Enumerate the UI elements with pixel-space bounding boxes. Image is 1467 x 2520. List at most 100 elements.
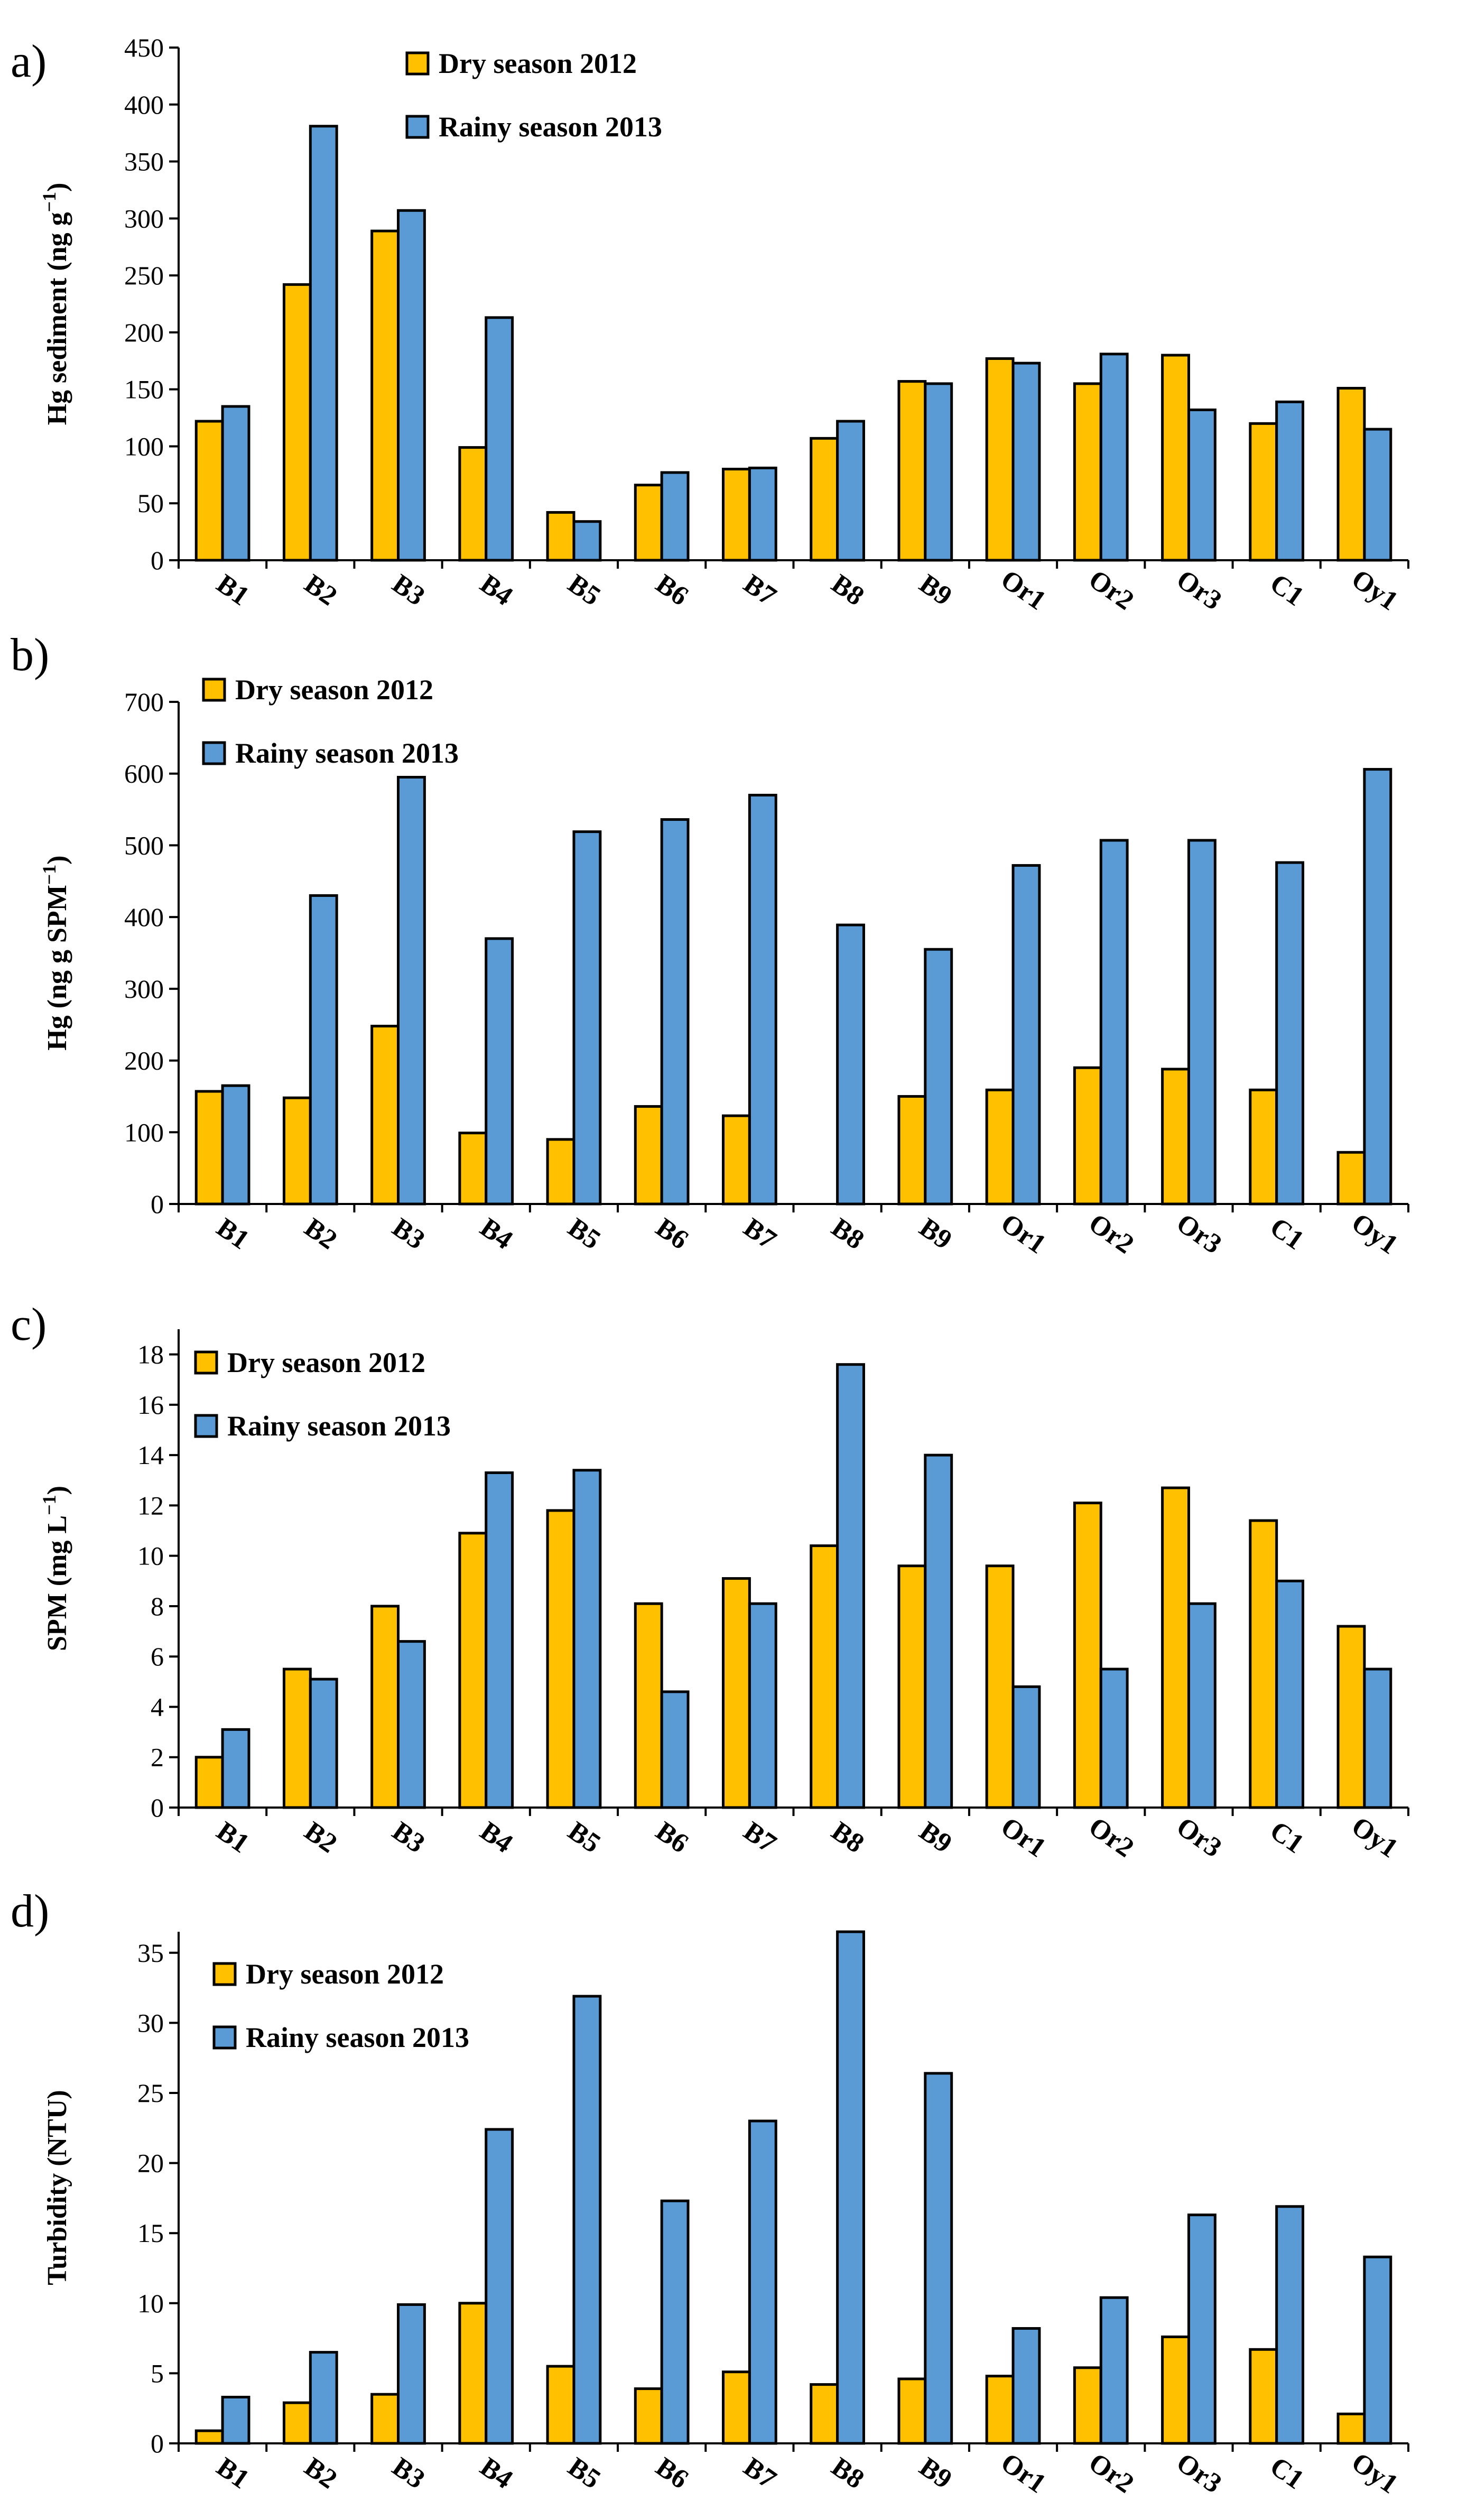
x-tick-label: B6 [650, 2452, 693, 2495]
bar-rainy-B3 [397, 209, 426, 562]
y-tick-label: 12 [137, 1490, 164, 1520]
bar-dry-B3 [370, 1024, 400, 1206]
x-tick-label: C1 [1265, 568, 1310, 612]
bar-rainy-B4 [485, 2128, 514, 2445]
bar-dry-B6 [634, 1602, 663, 1809]
y-tick-label: 700 [124, 687, 164, 717]
y-tick-label: 100 [124, 431, 164, 461]
chart-panel-4: d) Turbidity (NTU) 0 5 10 15 20 25 30 35 B1 B2 B3 B4 B… [11, 1886, 1409, 2500]
bar-dry-Or2 [1073, 2366, 1102, 2445]
bar-dry-B8 [810, 437, 839, 562]
bar-dry-B3 [370, 229, 400, 562]
y-tick-label: 100 [124, 1117, 164, 1147]
bar-rainy-Or3 [1187, 408, 1217, 562]
x-tick-label: B8 [826, 1212, 869, 1256]
legend-label-dry: Dry season 2012 [227, 1347, 425, 1378]
bar-dry-B5 [546, 511, 575, 562]
bar-rainy-B7 [748, 2119, 777, 2445]
x-tick-label: B1 [211, 2452, 254, 2495]
bar-dry-B6 [634, 484, 663, 562]
x-tick-label: B1 [211, 1212, 254, 1256]
x-tick-label: B9 [914, 2452, 957, 2495]
panel-label: a) [11, 36, 47, 87]
x-tick-label: B3 [387, 2452, 430, 2495]
y-tick-label: 150 [124, 375, 164, 404]
x-tick-label: B8 [826, 1816, 869, 1859]
legend-label-rainy: Rainy season 2013 [246, 2022, 469, 2053]
legend-swatch-rainy [202, 741, 226, 765]
y-axis-title: SPM (mg L−1) [39, 1486, 72, 1651]
bar-rainy-B1 [221, 2395, 250, 2445]
y-tick-label: 8 [151, 1591, 164, 1621]
chart-panel-1: a) Hg sediment (ng g−1) 0 50 100 150 200 250 300… [11, 33, 1409, 616]
bar-dry-B9 [897, 2377, 927, 2445]
x-tick-label: B2 [299, 2452, 342, 2495]
bar-dry-B1 [194, 420, 224, 562]
x-tick-label: Oy1 [1346, 2447, 1403, 2500]
bar-rainy-B2 [309, 2351, 338, 2445]
bar-rainy-B9 [924, 948, 953, 1206]
legend-label-rainy: Rainy season 2013 [227, 1410, 451, 1442]
y-tick-label: 10 [137, 1541, 164, 1571]
bar-rainy-Or2 [1099, 2296, 1129, 2445]
x-tick-label: B3 [387, 1212, 430, 1256]
y-tick-label: 200 [124, 318, 164, 347]
x-tick-label: Or1 [995, 2447, 1051, 2499]
x-tick-label: B5 [562, 1816, 606, 1859]
bar-rainy-Or2 [1099, 839, 1129, 1206]
bar-rainy-B6 [660, 1690, 690, 1809]
bar-rainy-B7 [748, 793, 777, 1206]
bar-dry-B4 [458, 1532, 488, 1809]
y-tick-label: 450 [124, 33, 164, 62]
x-tick-label: Or2 [1083, 564, 1139, 616]
bar-rainy-Or2 [1099, 1667, 1129, 1809]
legend-swatch-rainy [212, 2025, 237, 2050]
legend-label-dry: Dry season 2012 [246, 1958, 444, 1990]
panel-label: d) [11, 1886, 49, 1937]
bar-dry-B8 [810, 2383, 839, 2445]
x-tick-label: Or3 [1171, 564, 1227, 616]
x-tick-label: B5 [562, 2452, 606, 2495]
bar-dry-B4 [458, 446, 488, 562]
x-tick-label: Or3 [1171, 2447, 1227, 2499]
bar-rainy-Or1 [1011, 2327, 1041, 2445]
x-tick-label: C1 [1265, 1212, 1310, 1256]
bar-rainy-Oy1 [1363, 1667, 1392, 1809]
bar-dry-B9 [897, 380, 927, 562]
legend-label-rainy: Rainy season 2013 [439, 111, 662, 143]
x-tick-label: B4 [475, 2452, 518, 2495]
bar-rainy-B8 [836, 1363, 865, 1809]
x-tick-label: B7 [738, 1816, 782, 1859]
x-tick-label: B4 [475, 569, 518, 612]
bar-rainy-B9 [924, 382, 953, 562]
y-tick-label: 20 [137, 2148, 164, 2178]
y-tick-label: 30 [137, 2008, 164, 2037]
bar-rainy-B4 [485, 316, 514, 562]
bar-dry-B9 [897, 1095, 927, 1206]
legend-swatch-dry [212, 1962, 237, 1986]
bar-dry-C1 [1249, 422, 1278, 562]
x-tick-label: B2 [299, 569, 342, 612]
x-tick-label: Oy1 [1346, 1208, 1403, 1261]
bar-dry-Or3 [1161, 1486, 1190, 1809]
x-tick-label: B8 [826, 569, 869, 612]
bar-dry-Or1 [985, 2375, 1015, 2445]
bar-rainy-B5 [572, 830, 602, 1206]
bar-dry-B2 [282, 2401, 312, 2445]
y-tick-label: 16 [137, 1390, 164, 1420]
x-tick-label: Or3 [1171, 1208, 1227, 1259]
bar-dry-Or3 [1161, 1068, 1190, 1206]
bar-dry-B2 [282, 1096, 312, 1206]
x-tick-label: Or2 [1083, 1811, 1139, 1863]
x-tick-label: B5 [562, 1212, 606, 1256]
bar-rainy-B8 [836, 1930, 865, 2445]
x-tick-label: Or2 [1083, 2447, 1139, 2499]
bar-rainy-Or3 [1187, 839, 1217, 1206]
y-tick-label: 0 [151, 2429, 164, 2458]
x-tick-label: B9 [914, 569, 957, 612]
bar-dry-Or1 [985, 1564, 1015, 1809]
bar-rainy-B3 [397, 1640, 426, 1809]
bar-rainy-C1 [1275, 861, 1305, 1206]
bar-rainy-Oy1 [1363, 2255, 1392, 2445]
x-tick-label: B2 [299, 1212, 342, 1256]
